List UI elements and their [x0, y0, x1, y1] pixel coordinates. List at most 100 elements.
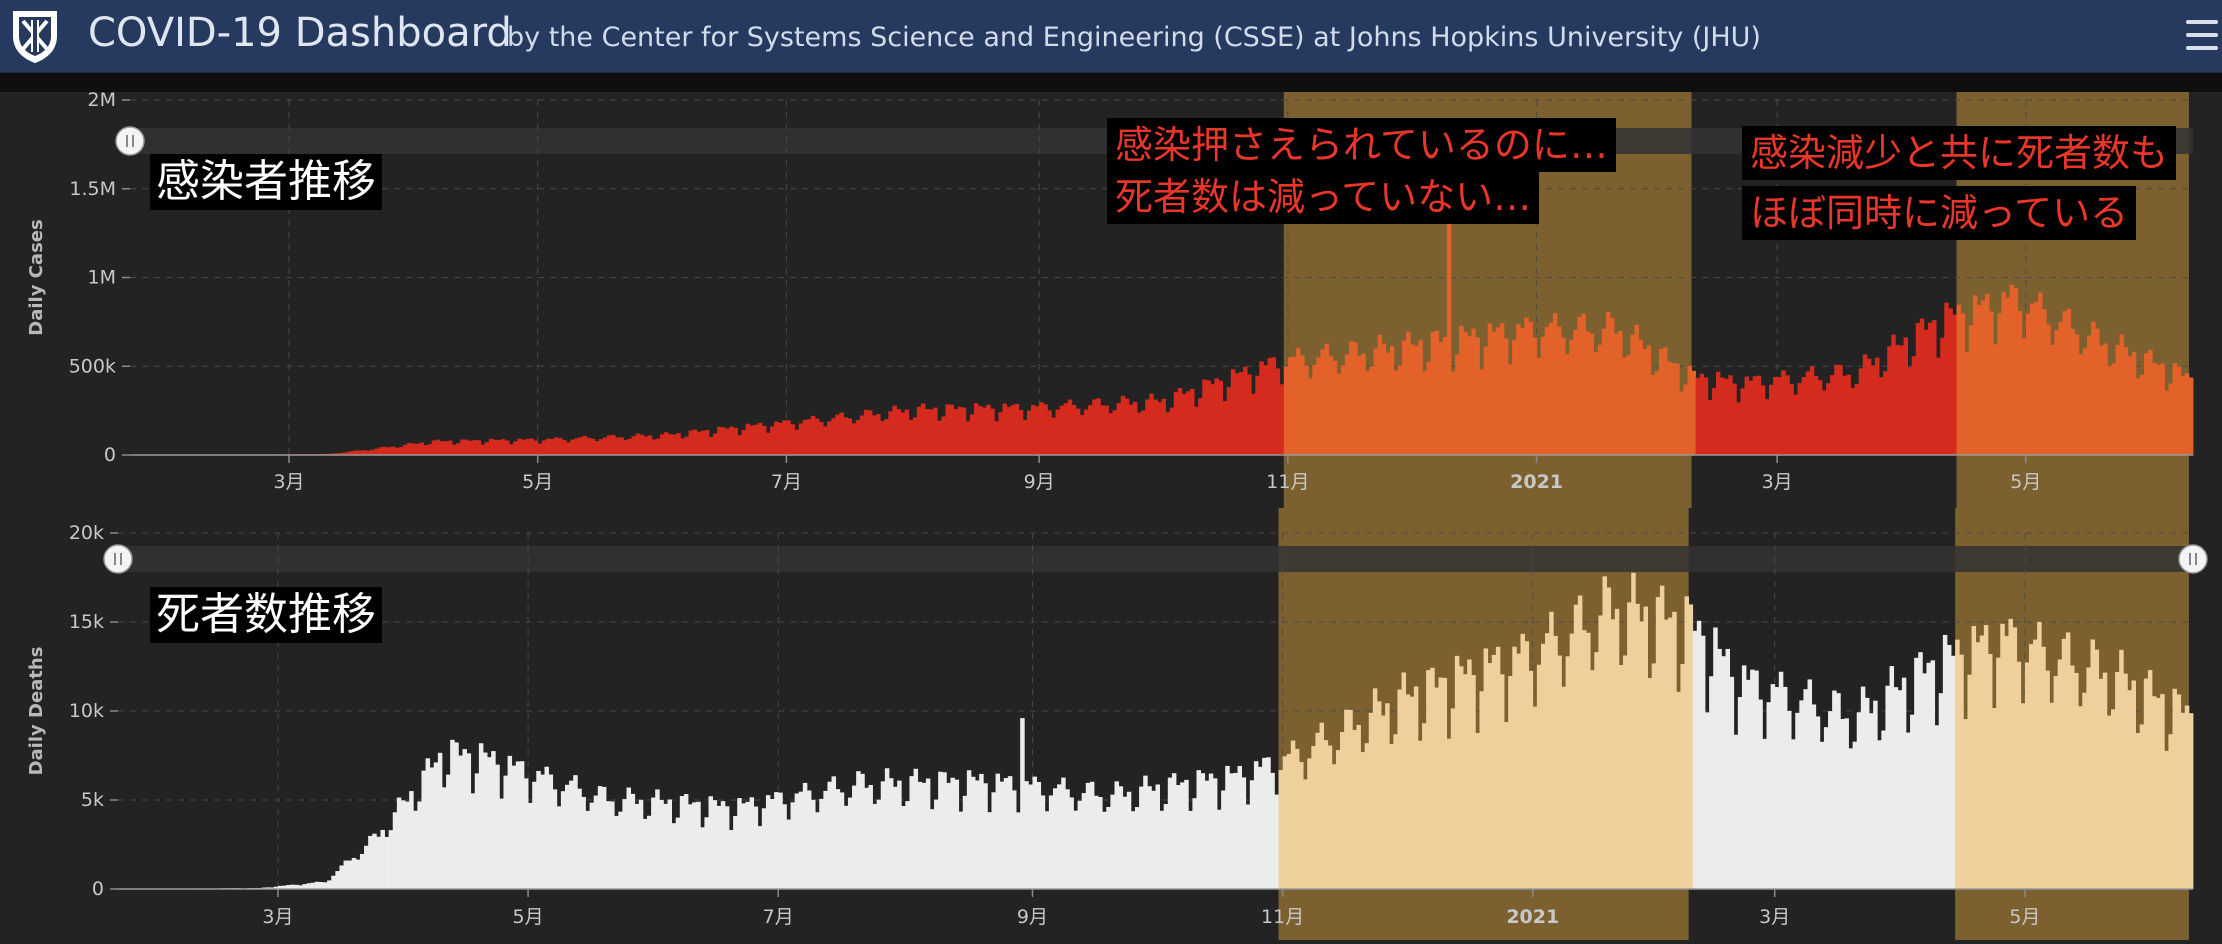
- bar: [1438, 678, 1443, 889]
- bar: [1655, 371, 1659, 455]
- bar: [1622, 358, 1626, 455]
- bar: [1705, 712, 1710, 889]
- bar: [1557, 326, 1561, 455]
- bar: [348, 861, 353, 889]
- bar: [1635, 604, 1640, 889]
- bar: [2050, 345, 2054, 455]
- bar: [2156, 365, 2160, 455]
- bar: [1972, 626, 1977, 889]
- y-tick-label-0: 0: [92, 878, 104, 900]
- bar: [1262, 758, 1267, 889]
- bar: [811, 800, 816, 889]
- bar: [393, 812, 398, 889]
- bar: [1037, 782, 1042, 889]
- bar: [503, 776, 508, 889]
- bar: [909, 776, 914, 889]
- bar: [2025, 662, 2030, 889]
- bar: [737, 435, 741, 455]
- bar: [546, 439, 550, 455]
- bar: [1492, 332, 1496, 455]
- bar: [1303, 779, 1308, 889]
- bar: [2185, 706, 2190, 889]
- bar: [1463, 332, 1467, 455]
- bar: [1215, 379, 1219, 455]
- bar: [1553, 313, 1557, 455]
- bar: [430, 767, 435, 889]
- bar: [376, 837, 381, 889]
- x-tick-label-4: 11月: [1266, 471, 1309, 493]
- bar: [1422, 723, 1427, 889]
- bar: [659, 800, 664, 889]
- bar: [889, 778, 894, 889]
- bar: [1304, 366, 1308, 455]
- bar: [493, 440, 497, 455]
- bar: [1577, 317, 1581, 455]
- bar: [754, 425, 758, 455]
- bar: [2173, 363, 2177, 455]
- bar: [966, 421, 970, 455]
- bar: [1863, 354, 1867, 455]
- bar: [799, 792, 804, 889]
- bar: [2063, 311, 2067, 455]
- bar: [1463, 674, 1468, 889]
- x-tick-label-5: 2021: [1510, 471, 1563, 493]
- bar: [1329, 356, 1333, 455]
- bar: [587, 438, 591, 455]
- slider-handle-knob: [104, 545, 132, 573]
- bar: [950, 778, 955, 889]
- bar: [516, 761, 521, 889]
- bar: [426, 758, 431, 889]
- bar: [733, 428, 737, 455]
- bar: [1671, 363, 1675, 455]
- bar: [758, 423, 762, 455]
- hamburger-menu-icon[interactable]: [2186, 14, 2220, 58]
- bar: [1879, 377, 1883, 455]
- bar: [1849, 748, 1854, 889]
- bar: [1324, 740, 1329, 889]
- bar: [1680, 664, 1685, 889]
- bar: [2172, 689, 2177, 889]
- bar: [848, 798, 853, 889]
- bar: [1239, 372, 1243, 455]
- bar: [1259, 361, 1263, 455]
- bar: [1229, 773, 1234, 889]
- bar: [379, 447, 383, 455]
- bar: [892, 406, 896, 455]
- bar: [823, 791, 828, 889]
- bar: [852, 786, 857, 889]
- bar: [1160, 811, 1165, 889]
- bar: [676, 433, 680, 455]
- bar: [364, 846, 369, 889]
- bar: [513, 441, 517, 455]
- bar: [520, 761, 525, 889]
- bar: [1789, 384, 1793, 455]
- bar: [1349, 341, 1353, 455]
- bar: [1891, 335, 1895, 455]
- bar: [1133, 402, 1137, 455]
- bar: [467, 753, 472, 889]
- bar: [655, 789, 660, 889]
- bar: [1777, 377, 1781, 455]
- bar: [1916, 323, 1920, 455]
- bar: [766, 795, 771, 889]
- bar: [1039, 402, 1043, 455]
- bar: [581, 797, 586, 889]
- range-slider-left-handle[interactable]: [116, 127, 144, 155]
- bar: [1767, 702, 1772, 889]
- page-subtitle: by the Center for Systems Science and En…: [507, 22, 1761, 53]
- bar: [1861, 687, 1866, 889]
- bar: [598, 786, 603, 889]
- bar: [1828, 711, 1833, 889]
- bar: [998, 412, 1002, 455]
- bar: [1051, 418, 1055, 455]
- bar: [603, 438, 607, 455]
- bar: [713, 434, 717, 455]
- bar: [925, 409, 929, 455]
- bar: [795, 793, 800, 889]
- range-slider-right-handle[interactable]: [2179, 545, 2207, 573]
- bar: [1205, 781, 1210, 889]
- range-slider-left-handle[interactable]: [104, 545, 132, 573]
- bar: [557, 806, 562, 889]
- bar: [1582, 630, 1587, 889]
- bar: [1696, 378, 1700, 455]
